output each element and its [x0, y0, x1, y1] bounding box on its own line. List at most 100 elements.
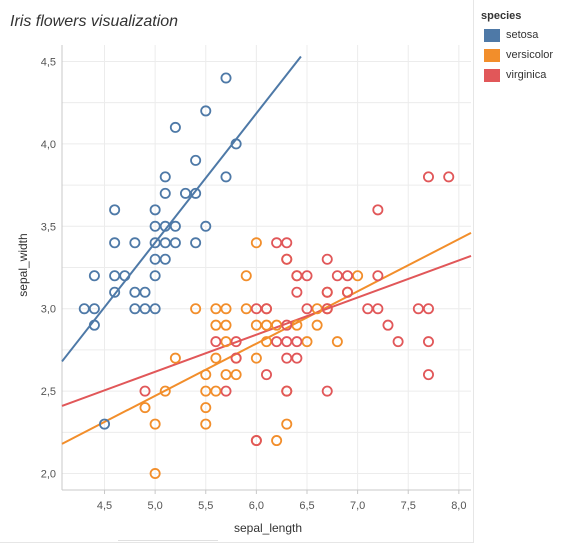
data-point-virginica — [392, 336, 404, 348]
trend-line-virginica — [61, 255, 472, 407]
y-axis-label: sepal_width — [16, 233, 30, 296]
data-point-virginica — [331, 270, 343, 282]
y-tick-label: 4,0 — [41, 139, 56, 151]
data-point-versicolor — [149, 418, 161, 430]
data-point-virginica — [260, 369, 272, 381]
data-point-virginica — [281, 352, 293, 364]
data-point-virginica — [250, 303, 262, 315]
data-point-versicolor — [240, 303, 252, 315]
data-point-setosa — [190, 154, 202, 166]
data-point-versicolor — [220, 303, 232, 315]
data-point-versicolor — [200, 385, 212, 397]
data-point-versicolor — [311, 319, 323, 331]
y-tick-label: 2,5 — [41, 386, 56, 398]
data-point-versicolor — [260, 336, 272, 348]
data-point-setosa — [129, 286, 141, 298]
data-point-setosa — [149, 303, 161, 315]
data-point-setosa — [109, 204, 121, 216]
y-tick-label: 4,5 — [41, 56, 56, 68]
data-point-virginica — [372, 270, 384, 282]
data-point-virginica — [422, 336, 434, 348]
data-point-setosa — [109, 270, 121, 282]
chart-title: Iris flowers visualization — [10, 13, 179, 30]
data-point-virginica — [210, 336, 222, 348]
data-point-versicolor — [240, 270, 252, 282]
data-point-setosa — [149, 270, 161, 282]
data-point-versicolor — [200, 369, 212, 381]
y-tick-label: 3,5 — [41, 221, 56, 233]
data-point-virginica — [281, 385, 293, 397]
data-point-versicolor — [220, 336, 232, 348]
legend-item-virginica[interactable]: virginica — [476, 65, 570, 85]
data-point-versicolor — [230, 369, 242, 381]
data-point-setosa — [139, 286, 151, 298]
data-point-versicolor — [291, 319, 303, 331]
data-point-versicolor — [200, 418, 212, 430]
data-point-versicolor — [169, 352, 181, 364]
data-point-setosa — [129, 237, 141, 249]
chart-frame — [0, 0, 474, 543]
data-point-virginica — [271, 336, 283, 348]
data-point-virginica — [281, 237, 293, 249]
data-point-versicolor — [271, 435, 283, 447]
x-axis-label: sepal_length — [234, 521, 302, 535]
data-point-versicolor — [250, 237, 262, 249]
data-point-versicolor — [311, 303, 323, 315]
data-point-virginica — [321, 303, 333, 315]
data-point-virginica — [362, 303, 374, 315]
data-point-setosa — [169, 121, 181, 133]
x-tick-label: 5,0 — [147, 500, 162, 512]
data-point-setosa — [149, 237, 161, 249]
data-point-virginica — [422, 171, 434, 183]
data-point-versicolor — [139, 402, 151, 414]
data-point-setosa — [159, 237, 171, 249]
data-point-setosa — [169, 237, 181, 249]
legend-label-versicolor: versicolor — [506, 49, 554, 61]
data-point-setosa — [159, 220, 171, 232]
data-point-versicolor — [301, 336, 313, 348]
legend-item-setosa[interactable]: setosa — [476, 25, 570, 45]
x-tick-label: 6,5 — [299, 500, 314, 512]
x-tick-label: 6,0 — [249, 500, 264, 512]
data-point-setosa — [220, 72, 232, 84]
data-point-virginica — [321, 385, 333, 397]
data-point-versicolor — [210, 319, 222, 331]
data-point-setosa — [139, 303, 151, 315]
legend-swatch-setosa — [484, 28, 500, 42]
data-point-virginica — [291, 270, 303, 282]
data-point-setosa — [169, 220, 181, 232]
data-point-virginica — [341, 286, 353, 298]
data-point-versicolor — [159, 385, 171, 397]
data-point-versicolor — [250, 319, 262, 331]
legend-swatch-versicolor — [484, 48, 500, 62]
data-point-versicolor — [200, 402, 212, 414]
data-point-setosa — [149, 253, 161, 265]
legend-swatch-virginica — [484, 68, 500, 82]
scroll-strip — [118, 540, 218, 546]
data-point-virginica — [281, 336, 293, 348]
data-point-versicolor — [331, 336, 343, 348]
trend-line-versicolor — [61, 232, 472, 445]
data-point-setosa — [200, 105, 212, 117]
data-point-versicolor — [250, 352, 262, 364]
data-point-setosa — [78, 303, 90, 315]
legend-title: species — [481, 10, 522, 22]
trend-lines — [61, 55, 472, 445]
gridlines — [62, 45, 471, 490]
data-point-setosa — [200, 220, 212, 232]
data-point-setosa — [88, 319, 100, 331]
x-tick-label: 8,0 — [451, 500, 466, 512]
data-point-virginica — [372, 204, 384, 216]
data-point-virginica — [382, 319, 394, 331]
data-point-versicolor — [210, 352, 222, 364]
data-point-setosa — [220, 171, 232, 183]
data-point-virginica — [321, 253, 333, 265]
data-point-setosa — [109, 237, 121, 249]
data-point-virginica — [271, 237, 283, 249]
data-point-virginica — [372, 303, 384, 315]
legend-label-virginica: virginica — [506, 69, 547, 81]
legend: species setosa versicolor virginica — [476, 6, 570, 85]
data-point-setosa — [149, 204, 161, 216]
y-tick-label: 2,0 — [41, 469, 56, 481]
legend-item-versicolor[interactable]: versicolor — [476, 45, 570, 65]
